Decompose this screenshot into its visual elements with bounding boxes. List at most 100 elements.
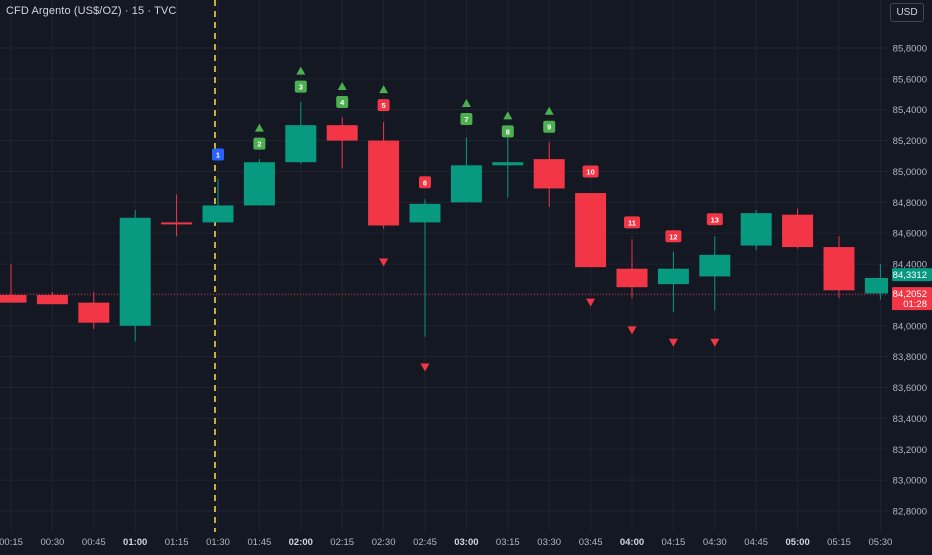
candle-body <box>699 254 731 277</box>
currency-button[interactable]: USD <box>890 3 924 22</box>
time-tick-label: 00:15 <box>0 537 23 548</box>
candle <box>409 199 441 337</box>
down-arrow-icon <box>627 326 637 335</box>
signal-marker: 3 <box>294 66 307 93</box>
candle <box>450 137 482 203</box>
candle <box>533 142 565 207</box>
signal-marker: 12 <box>665 230 682 347</box>
candle-body <box>450 165 482 203</box>
up-arrow-icon <box>461 98 471 107</box>
time-tick-label: 05:30 <box>869 537 893 548</box>
price-tick-label: 85,8000 <box>893 44 927 55</box>
signal-label: 10 <box>586 167 594 176</box>
signal-marker: 8 <box>501 111 514 138</box>
last-price-countdown: 01:28 <box>903 299 927 310</box>
down-arrow-icon <box>379 258 389 267</box>
time-tick-label: 00:30 <box>41 537 65 548</box>
grid-lines <box>0 0 888 532</box>
prev-close-tag: 84,3312 <box>892 268 932 282</box>
price-tick-label: 83,4000 <box>893 414 927 425</box>
signal-badge <box>582 165 599 178</box>
time-tick-label: 04:00 <box>620 537 644 548</box>
candle-body <box>161 222 193 225</box>
signal-badge <box>543 120 556 133</box>
time-tick-label: 03:45 <box>579 537 603 548</box>
signal-label: 9 <box>547 123 551 132</box>
candle <box>657 251 689 312</box>
up-arrow-icon <box>296 66 306 75</box>
signal-marker: 10 <box>582 165 599 307</box>
signal-badge <box>419 176 431 189</box>
candle-body <box>782 214 814 248</box>
candle-body <box>533 159 565 189</box>
signal-marker: 1 <box>212 148 224 161</box>
candle <box>699 236 731 311</box>
signal-marker: 13 <box>706 213 723 347</box>
price-tick-label: 83,0000 <box>893 476 927 487</box>
signal-badge <box>253 137 266 150</box>
time-tick-label: 04:15 <box>662 537 686 548</box>
signal-marker: 4 <box>336 82 349 109</box>
candle-body <box>616 268 648 288</box>
signal-label: 5 <box>382 101 386 110</box>
time-tick-label: 03:00 <box>454 537 478 548</box>
candle <box>78 291 110 329</box>
price-tick-label: 84,0000 <box>893 321 927 332</box>
signal-badge <box>294 80 307 93</box>
price-tick-label: 84,4000 <box>893 260 927 271</box>
candle-body <box>119 217 151 326</box>
signal-label: 3 <box>299 83 303 92</box>
candle-body <box>409 203 441 223</box>
price-tick-label: 84,8000 <box>893 198 927 209</box>
candle-body <box>36 294 68 305</box>
price-tick-label: 82,8000 <box>893 507 927 518</box>
candle <box>575 193 607 268</box>
signal-label: 1 <box>216 150 220 159</box>
down-arrow-icon <box>586 298 596 307</box>
up-arrow-icon <box>544 106 554 115</box>
signal-badge <box>377 99 390 112</box>
time-tick-label: 04:45 <box>744 537 768 548</box>
signal-label: 11 <box>628 218 636 227</box>
candle <box>119 210 151 342</box>
candle-body <box>285 125 317 163</box>
signal-marker: 5 <box>377 85 390 112</box>
signal-badge <box>665 230 682 243</box>
time-axis-labels: 00:15 00:30 00:45 01:00 01:15 01:30 01:45 02:00… <box>0 537 892 548</box>
price-tick-label: 85,6000 <box>893 74 927 85</box>
candle <box>202 179 234 223</box>
candle <box>285 102 317 164</box>
signal-label: 4 <box>340 98 345 107</box>
up-arrow-icon <box>337 82 347 91</box>
signal-badge <box>336 96 349 109</box>
signal-label: 8 <box>506 127 510 136</box>
price-tick-label: 85,0000 <box>893 167 927 178</box>
candles <box>0 102 896 342</box>
price-tick-label: 84,6000 <box>893 229 927 240</box>
price-tick-label: 83,2000 <box>893 445 927 456</box>
signal-marker: 6 <box>419 176 431 372</box>
time-tick-label: 01:45 <box>248 537 272 548</box>
candle-body <box>78 302 110 323</box>
time-tick-label: 01:15 <box>165 537 189 548</box>
signal-marker: 7 <box>460 98 473 125</box>
last-price-tag-bg <box>892 287 932 311</box>
symbol-title: CFD Argento (US$/OZ) · 15 · TVC <box>6 5 177 17</box>
candle-body <box>823 247 855 291</box>
candle-body <box>243 162 275 206</box>
time-tick-label: 02:15 <box>330 537 354 548</box>
signal-marker: 11 <box>624 216 640 335</box>
signal-label: 12 <box>669 232 677 241</box>
candle <box>492 137 524 198</box>
candle <box>36 291 68 305</box>
up-arrow-icon <box>503 111 513 120</box>
signal-label: 2 <box>257 140 261 149</box>
up-arrow-icon <box>379 85 389 94</box>
candle-body <box>368 140 400 226</box>
candle-body <box>575 193 607 268</box>
up-arrow-icon <box>254 123 264 132</box>
candle <box>326 117 358 169</box>
